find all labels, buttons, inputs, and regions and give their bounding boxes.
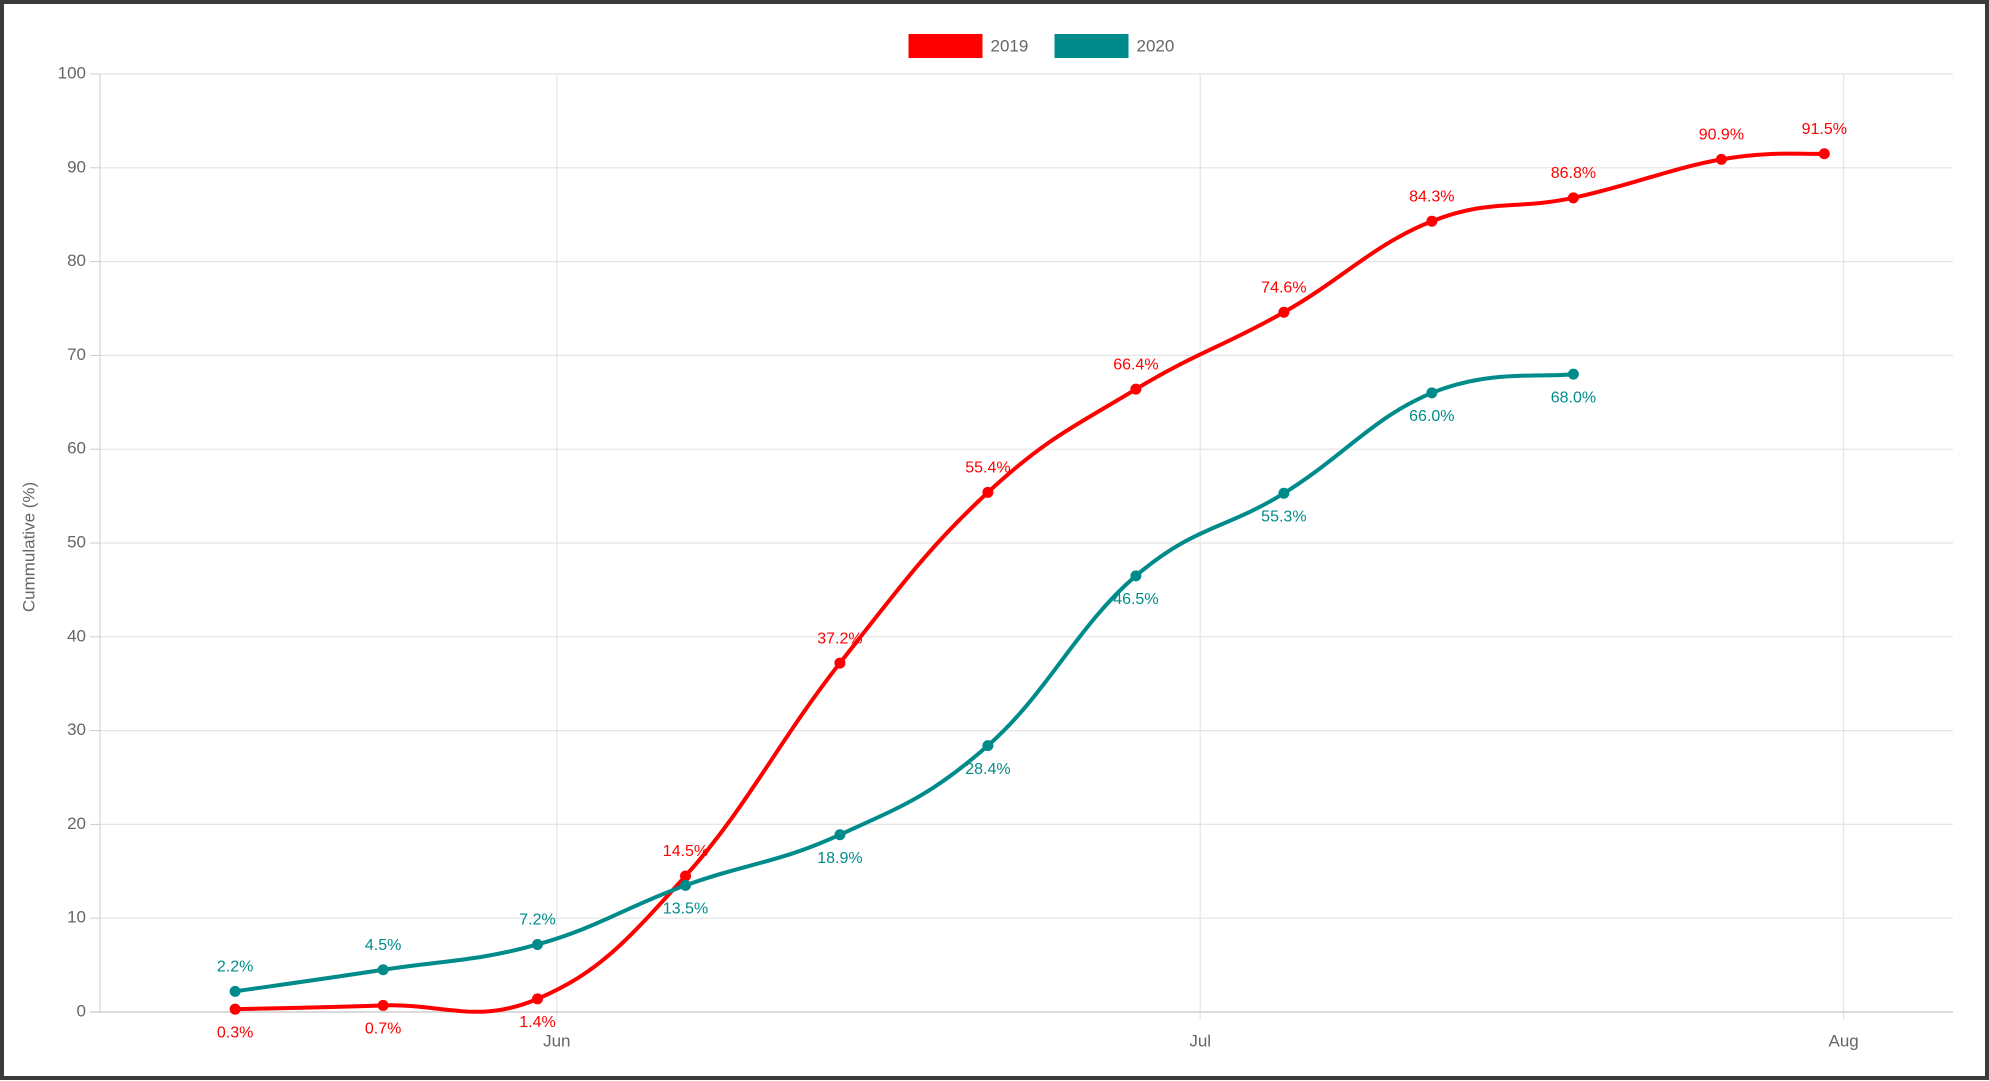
data-point (1130, 383, 1142, 395)
data-point (834, 829, 846, 841)
y-tick-label: 10 (67, 908, 86, 927)
data-label: 46.5% (1113, 591, 1158, 608)
y-tick-label: 40 (67, 626, 86, 645)
y-tick-label: 50 (67, 532, 86, 551)
y-tick-label: 90 (67, 157, 86, 176)
data-point (1426, 387, 1438, 399)
legend-label: 2020 (1137, 36, 1175, 55)
data-label: 37.2% (817, 630, 862, 647)
data-point (834, 657, 846, 669)
data-point (229, 1003, 241, 1015)
data-label: 0.7% (365, 1021, 401, 1038)
x-tick-label: Jun (543, 1031, 570, 1050)
data-point (982, 486, 994, 498)
data-label: 7.2% (519, 912, 555, 929)
data-label: 0.3% (217, 1024, 253, 1041)
data-point (377, 964, 389, 976)
x-tick-label: Jul (1189, 1031, 1211, 1050)
data-label: 90.9% (1699, 127, 1744, 144)
chart: Cummulative (%) 0 10 20 30 40 50 60 70 80 90 100 Ju… (19, 34, 1953, 1050)
y-tick-label: 0 (77, 1001, 86, 1020)
y-tick-label: 80 (67, 251, 86, 270)
data-point (377, 999, 389, 1011)
data-label: 4.5% (365, 937, 401, 954)
y-tick-label: 100 (58, 63, 86, 82)
data-point (679, 879, 691, 891)
data-point (532, 993, 544, 1005)
data-label: 68.0% (1551, 389, 1596, 406)
data-point (679, 870, 691, 882)
data-label: 55.4% (965, 460, 1010, 477)
data-label: 86.8% (1551, 165, 1596, 182)
series-line (235, 151, 1825, 1014)
y-tick-label: 20 (67, 814, 86, 833)
data-point (1130, 570, 1142, 582)
data-point (1426, 215, 1438, 227)
data-point (982, 740, 994, 752)
series-line (234, 372, 1574, 994)
data-point (1567, 192, 1579, 204)
data-label: 2.2% (217, 959, 253, 976)
data-label: 18.9% (817, 850, 862, 867)
data-label: 14.5% (663, 843, 708, 860)
data-label: 1.4% (519, 1014, 555, 1031)
data-label: 66.0% (1409, 408, 1454, 425)
data-point (1278, 487, 1290, 499)
legend-swatch (1054, 34, 1129, 58)
x-tick-label: Aug (1828, 1031, 1858, 1050)
data-point (532, 938, 544, 950)
legend-swatch (908, 34, 983, 58)
y-tick-label: 60 (67, 439, 86, 458)
data-label: 74.6% (1261, 279, 1306, 296)
data-label: 84.3% (1409, 188, 1454, 205)
y-tick-label: 70 (67, 345, 86, 364)
data-point (1818, 148, 1830, 160)
data-point (1715, 153, 1727, 165)
y-tick-label: 30 (67, 720, 86, 739)
data-point (229, 985, 241, 997)
legend-label: 2019 (991, 36, 1029, 55)
data-label: 28.4% (965, 761, 1010, 778)
data-label: 13.5% (663, 901, 708, 918)
y-axis-label: Cummulative (%) (19, 482, 38, 612)
data-label: 66.4% (1113, 356, 1158, 373)
data-label: 91.5% (1802, 121, 1847, 138)
data-label: 55.3% (1261, 509, 1306, 526)
data-point (1567, 368, 1579, 380)
data-point (1278, 306, 1290, 318)
